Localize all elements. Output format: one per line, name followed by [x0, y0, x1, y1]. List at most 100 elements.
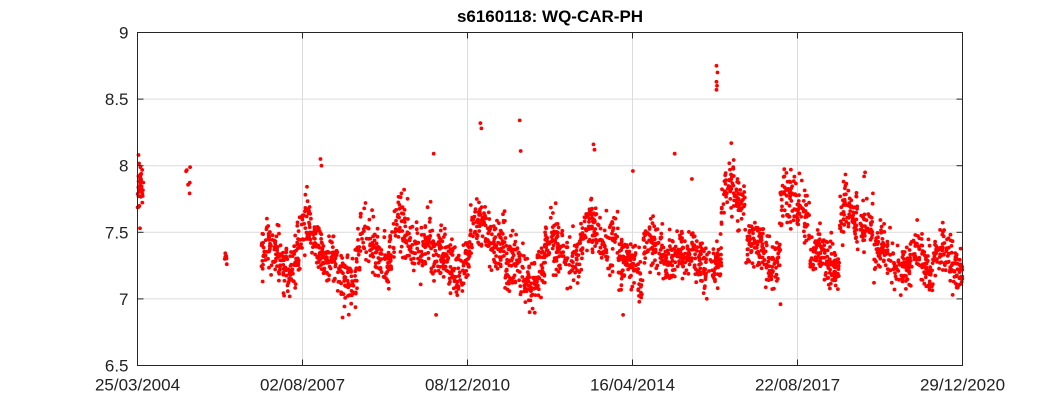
- data-point: [795, 202, 800, 207]
- data-point: [386, 286, 391, 291]
- data-point: [759, 266, 764, 271]
- data-point: [922, 250, 927, 254]
- data-point: [707, 250, 711, 255]
- data-point: [864, 218, 869, 223]
- data-point: [362, 229, 366, 234]
- data-point: [637, 245, 641, 250]
- data-point: [907, 264, 912, 269]
- data-point: [324, 250, 328, 255]
- data-point: [336, 270, 340, 275]
- y-tick-label: 8: [119, 157, 128, 176]
- data-point: [781, 175, 786, 179]
- data-point: [496, 261, 501, 266]
- data-point: [822, 243, 827, 248]
- data-point: [551, 211, 555, 215]
- data-point: [698, 241, 703, 246]
- data-point: [349, 301, 354, 306]
- data-point: [644, 250, 649, 255]
- data-point: [443, 245, 448, 250]
- data-point: [293, 233, 298, 238]
- data-point: [809, 235, 814, 240]
- data-point: [687, 251, 691, 256]
- data-point: [874, 247, 879, 252]
- data-point: [886, 258, 891, 262]
- data-point: [718, 232, 723, 236]
- data-point: [594, 241, 599, 245]
- data-point: [749, 250, 753, 255]
- data-point: [862, 230, 867, 235]
- data-point: [490, 232, 494, 237]
- data-point: [491, 224, 496, 229]
- data-point: [774, 265, 778, 270]
- data-point: [375, 234, 380, 239]
- data-point: [303, 192, 308, 197]
- data-point: [479, 218, 484, 223]
- data-point: [305, 199, 310, 204]
- data-point: [749, 224, 754, 229]
- data-point: [356, 238, 360, 242]
- data-point: [640, 292, 644, 297]
- data-point: [908, 252, 913, 257]
- data-point: [527, 264, 531, 269]
- data-point: [619, 239, 624, 244]
- data-point: [904, 245, 909, 250]
- data-point: [923, 275, 928, 280]
- data-point: [755, 250, 760, 255]
- data-point: [548, 215, 553, 220]
- data-point: [367, 217, 372, 222]
- data-point: [282, 278, 287, 283]
- data-point: [896, 269, 901, 273]
- data-point: [507, 263, 512, 268]
- data-point: [434, 313, 438, 317]
- data-point: [902, 257, 906, 261]
- data-point: [953, 251, 958, 256]
- data-point: [391, 222, 396, 226]
- data-point: [777, 242, 782, 247]
- data-point: [872, 242, 877, 247]
- data-point: [450, 268, 455, 273]
- data-point: [342, 277, 347, 281]
- data-point: [414, 220, 419, 225]
- data-point: [140, 194, 145, 198]
- data-point: [949, 268, 954, 272]
- data-point: [515, 258, 519, 263]
- data-point: [667, 227, 672, 232]
- data-point: [776, 251, 781, 256]
- data-point: [617, 242, 622, 247]
- data-point: [345, 253, 350, 258]
- data-point: [403, 224, 408, 229]
- data-point: [941, 229, 945, 234]
- data-point: [847, 201, 852, 206]
- data-point: [830, 242, 835, 246]
- data-point: [330, 256, 334, 261]
- data-point: [841, 217, 846, 222]
- data-point: [364, 257, 368, 262]
- y-tick-label: 9: [119, 24, 128, 43]
- data-point: [374, 249, 379, 254]
- data-point: [187, 191, 192, 196]
- data-point: [471, 234, 475, 239]
- data-point: [617, 249, 622, 253]
- data-point: [626, 251, 630, 256]
- data-point: [493, 260, 498, 265]
- data-point: [273, 242, 278, 246]
- data-point: [836, 267, 841, 271]
- data-point: [543, 260, 547, 265]
- data-point: [554, 273, 558, 277]
- data-point: [778, 248, 783, 252]
- data-point: [779, 197, 784, 202]
- data-point: [517, 254, 522, 259]
- data-point: [390, 230, 394, 234]
- data-point: [448, 247, 453, 252]
- data-point: [293, 260, 298, 265]
- data-point: [555, 234, 560, 239]
- data-point: [782, 185, 787, 190]
- data-point: [619, 276, 624, 281]
- data-point: [854, 191, 859, 195]
- data-point: [330, 245, 335, 250]
- data-point: [262, 249, 267, 254]
- data-point: [492, 236, 497, 241]
- data-point: [293, 282, 298, 286]
- data-point: [517, 118, 522, 123]
- data-point: [317, 260, 321, 264]
